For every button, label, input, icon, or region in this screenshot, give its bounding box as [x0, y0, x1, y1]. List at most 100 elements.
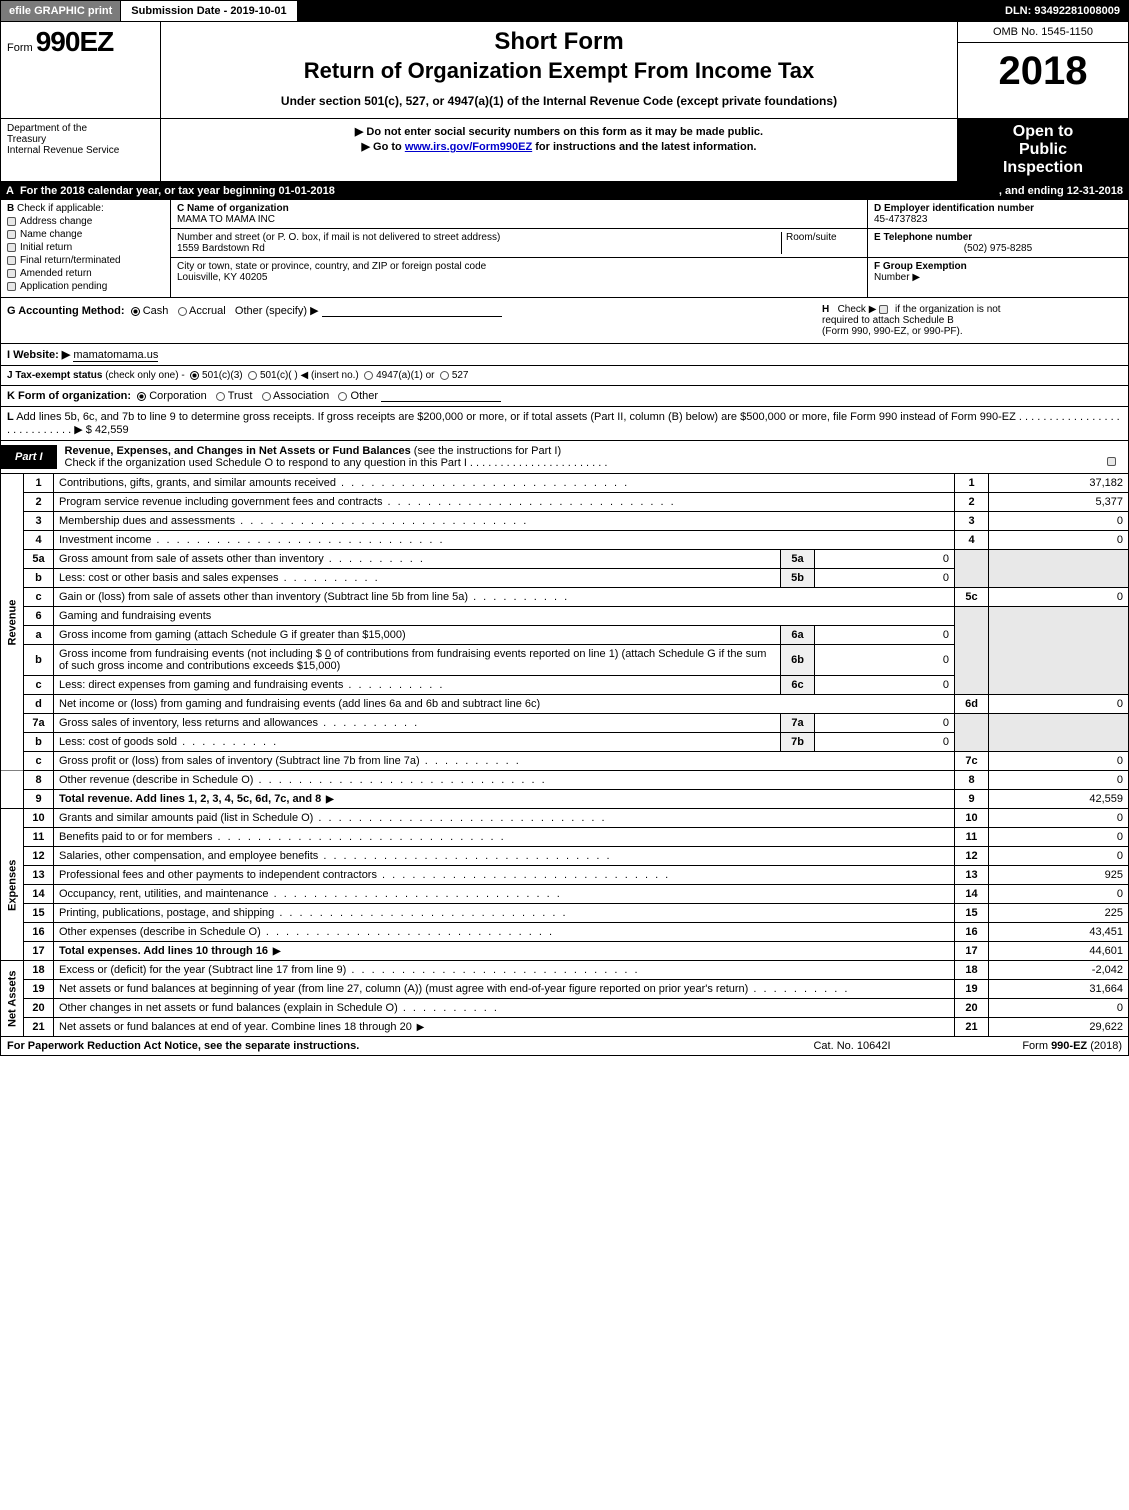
l11-val: 0	[989, 828, 1129, 847]
chk-501c3[interactable]	[190, 371, 199, 380]
l9-val: 42,559	[989, 790, 1129, 809]
l6a-desc: Gross income from gaming (attach Schedul…	[54, 626, 781, 645]
other-org-field[interactable]	[381, 401, 501, 402]
tax-year: 2018	[958, 43, 1128, 100]
part-1-title: Revenue, Expenses, and Changes in Net As…	[65, 445, 411, 457]
l7c-num: c	[24, 752, 54, 771]
chk-association[interactable]	[262, 392, 271, 401]
grey-6	[955, 607, 989, 695]
l20-val: 0	[989, 999, 1129, 1018]
line-9: 9 Total revenue. Add lines 1, 2, 3, 4, 5…	[1, 790, 1129, 809]
lbl-address-change: Address change	[20, 216, 92, 227]
line-2: 2 Program service revenue including gove…	[1, 493, 1129, 512]
chk-application-pending[interactable]	[7, 282, 16, 291]
l6-num: 6	[24, 607, 54, 626]
footer-catno: Cat. No. 10642I	[752, 1040, 952, 1052]
l5a-sub: 5a	[781, 550, 815, 569]
l3-val: 0	[989, 512, 1129, 531]
part-1-title-box: Revenue, Expenses, and Changes in Net As…	[57, 441, 1128, 473]
line-16: 16 Other expenses (describe in Schedule …	[1, 923, 1129, 942]
page-footer: For Paperwork Reduction Act Notice, see …	[0, 1037, 1129, 1056]
l10-rnum: 10	[955, 809, 989, 828]
l5a-subval: 0	[815, 550, 955, 569]
goto-pre: ▶ Go to	[362, 141, 405, 153]
inspection-box: Open to Public Inspection	[958, 119, 1128, 181]
org-city: Louisville, KY 40205	[177, 272, 267, 283]
line-17: 17 Total expenses. Add lines 10 through …	[1, 942, 1129, 961]
line-6d: d Net income or (loss) from gaming and f…	[1, 695, 1129, 714]
lbl-trust: Trust	[228, 390, 253, 402]
efile-print-button[interactable]: efile GRAPHIC print	[1, 1, 121, 21]
irs-link[interactable]: www.irs.gov/Form990EZ	[405, 141, 532, 153]
f-label-2: Number ▶	[874, 272, 920, 283]
section-g: G Accounting Method: Cash Accrual Other …	[7, 304, 822, 337]
l5c-num: c	[24, 588, 54, 607]
h-check-text: Check ▶	[838, 304, 877, 315]
chk-h[interactable]	[879, 305, 888, 314]
l21-desc: Net assets or fund balances at end of ye…	[59, 1021, 426, 1033]
dept-line-3: Internal Revenue Service	[7, 145, 154, 156]
l7c-rnum: 7c	[955, 752, 989, 771]
l21-val: 29,622	[989, 1018, 1129, 1037]
chk-other-org[interactable]	[338, 392, 347, 401]
chk-initial-return[interactable]	[7, 243, 16, 252]
l16-val: 43,451	[989, 923, 1129, 942]
line-18: Net Assets 18 Excess or (deficit) for th…	[1, 961, 1129, 980]
l7a-subval: 0	[815, 714, 955, 733]
l7b-num: b	[24, 733, 54, 752]
chk-trust[interactable]	[216, 392, 225, 401]
chk-name-change[interactable]	[7, 230, 16, 239]
l19-num: 19	[24, 980, 54, 999]
lbl-other: Other (specify) ▶	[235, 305, 319, 317]
l6b-desc1: Gross income from fundraising events (no…	[59, 648, 325, 660]
chk-final-return[interactable]	[7, 256, 16, 265]
l5b-desc: Less: cost or other basis and sales expe…	[59, 572, 380, 584]
chk-corporation[interactable]	[137, 392, 146, 401]
l21-num: 21	[24, 1018, 54, 1037]
part-1-check-line: Check if the organization used Schedule …	[65, 457, 608, 469]
l17-rnum: 17	[955, 942, 989, 961]
l6d-rnum: 6d	[955, 695, 989, 714]
website-value[interactable]: mamatomama.us	[73, 349, 158, 362]
goto-post: for instructions and the latest informat…	[532, 141, 756, 153]
grey-5	[955, 550, 989, 588]
l19-rnum: 19	[955, 980, 989, 999]
l7b-desc: Less: cost of goods sold	[59, 736, 278, 748]
line-6: 6 Gaming and fundraising events	[1, 607, 1129, 626]
l4-rnum: 4	[955, 531, 989, 550]
l7a-num: 7a	[24, 714, 54, 733]
line-3: 3 Membership dues and assessments 3 0	[1, 512, 1129, 531]
l3-rnum: 3	[955, 512, 989, 531]
lbl-corporation: Corporation	[149, 390, 206, 402]
chk-527[interactable]	[440, 371, 449, 380]
omb-number: OMB No. 1545-1150	[958, 22, 1128, 43]
l7a-sub: 7a	[781, 714, 815, 733]
grey-7v	[989, 714, 1129, 752]
chk-4947[interactable]	[364, 371, 373, 380]
l14-num: 14	[24, 885, 54, 904]
l5a-desc: Gross amount from sale of assets other t…	[59, 553, 425, 565]
chk-address-change[interactable]	[7, 217, 16, 226]
j-label: J Tax-exempt status	[7, 370, 102, 381]
row-i: I Website: ▶ mamatomama.us	[0, 344, 1129, 366]
form-header-2: Department of the Treasury Internal Reve…	[0, 119, 1129, 182]
l19-val: 31,664	[989, 980, 1129, 999]
grey-7	[955, 714, 989, 752]
l8-val: 0	[989, 771, 1129, 790]
chk-amended-return[interactable]	[7, 269, 16, 278]
chk-schedule-o[interactable]	[1107, 457, 1116, 466]
org-address: 1559 Bardstown Rd	[177, 243, 265, 254]
l12-desc: Salaries, other compensation, and employ…	[59, 850, 612, 862]
omb-year-box: OMB No. 1545-1150 2018	[958, 22, 1128, 118]
chk-501c[interactable]	[248, 371, 257, 380]
e-label: E Telephone number	[874, 232, 972, 243]
l15-num: 15	[24, 904, 54, 923]
l6c-sub: 6c	[781, 676, 815, 695]
l11-num: 11	[24, 828, 54, 847]
l1-rnum: 1	[955, 474, 989, 493]
chk-accrual[interactable]	[178, 307, 187, 316]
other-specify-field[interactable]	[322, 316, 502, 317]
l6c-num: c	[24, 676, 54, 695]
ein-value: 45-4737823	[874, 214, 927, 225]
chk-cash[interactable]	[131, 307, 140, 316]
